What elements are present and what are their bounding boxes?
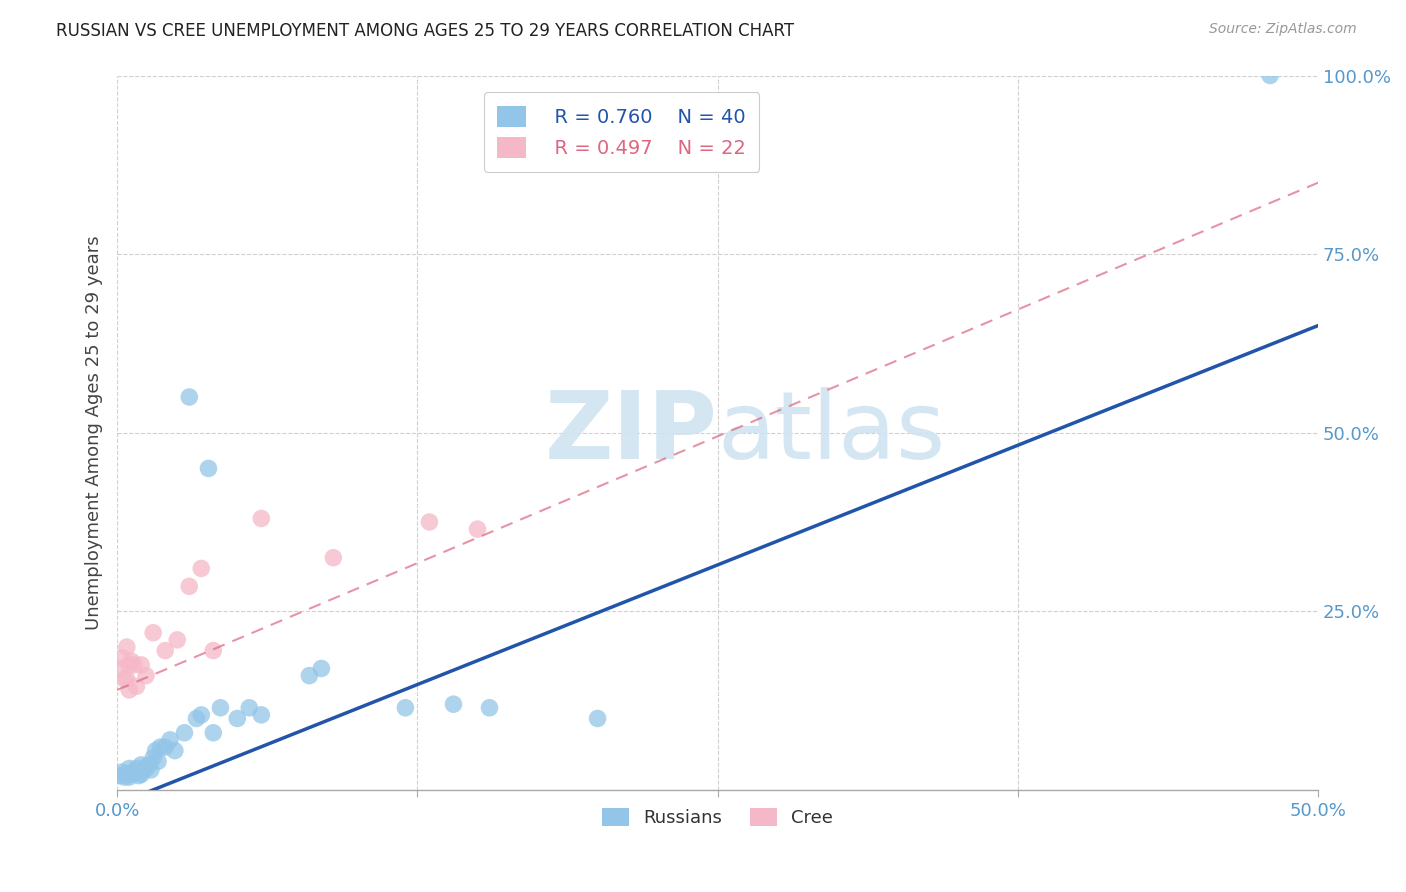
- Text: ZIP: ZIP: [544, 387, 717, 479]
- Point: [190, 707, 212, 722]
- Point: [115, 640, 138, 654]
- Point: [190, 561, 212, 575]
- Point: [1258, 69, 1281, 83]
- Point: [149, 740, 172, 755]
- Point: [467, 522, 489, 536]
- Point: [226, 711, 249, 725]
- Point: [135, 762, 157, 776]
- Point: [173, 725, 195, 739]
- Point: [115, 672, 138, 686]
- Point: [322, 550, 344, 565]
- Point: [145, 744, 167, 758]
- Point: [155, 643, 177, 657]
- Point: [443, 697, 465, 711]
- Text: atlas: atlas: [717, 387, 946, 479]
- Point: [418, 515, 440, 529]
- Point: [121, 654, 143, 668]
- Point: [179, 579, 201, 593]
- Point: [122, 765, 145, 780]
- Point: [209, 700, 232, 714]
- Point: [394, 700, 416, 714]
- Point: [132, 763, 155, 777]
- Point: [179, 390, 201, 404]
- Legend: Russians, Cree: Russians, Cree: [595, 801, 841, 835]
- Point: [163, 744, 186, 758]
- Point: [115, 767, 138, 781]
- Point: [155, 740, 177, 755]
- Point: [250, 707, 273, 722]
- Point: [139, 763, 162, 777]
- Point: [125, 762, 148, 776]
- Point: [108, 661, 131, 675]
- Point: [250, 511, 273, 525]
- Point: [108, 769, 131, 783]
- Y-axis label: Unemployment Among Ages 25 to 29 years: Unemployment Among Ages 25 to 29 years: [86, 235, 103, 630]
- Point: [118, 682, 141, 697]
- Point: [138, 758, 160, 772]
- Point: [238, 700, 260, 714]
- Point: [118, 762, 141, 776]
- Text: RUSSIAN VS CREE UNEMPLOYMENT AMONG AGES 25 TO 29 YEARS CORRELATION CHART: RUSSIAN VS CREE UNEMPLOYMENT AMONG AGES …: [56, 22, 794, 40]
- Point: [159, 732, 181, 747]
- Point: [202, 725, 225, 739]
- Point: [478, 700, 501, 714]
- Point: [129, 767, 152, 781]
- Point: [311, 661, 333, 675]
- Point: [129, 657, 152, 672]
- Point: [111, 765, 134, 780]
- Point: [135, 668, 157, 682]
- Point: [146, 755, 169, 769]
- Point: [129, 758, 152, 772]
- Point: [112, 672, 135, 686]
- Point: [142, 625, 165, 640]
- Text: Source: ZipAtlas.com: Source: ZipAtlas.com: [1209, 22, 1357, 37]
- Point: [118, 770, 141, 784]
- Point: [298, 668, 321, 682]
- Point: [121, 767, 143, 781]
- Point: [202, 643, 225, 657]
- Point: [112, 770, 135, 784]
- Point: [111, 650, 134, 665]
- Point: [128, 769, 150, 783]
- Point: [586, 711, 609, 725]
- Point: [186, 711, 208, 725]
- Point: [166, 632, 188, 647]
- Point: [142, 751, 165, 765]
- Point: [122, 657, 145, 672]
- Point: [197, 461, 219, 475]
- Point: [118, 657, 141, 672]
- Point: [125, 679, 148, 693]
